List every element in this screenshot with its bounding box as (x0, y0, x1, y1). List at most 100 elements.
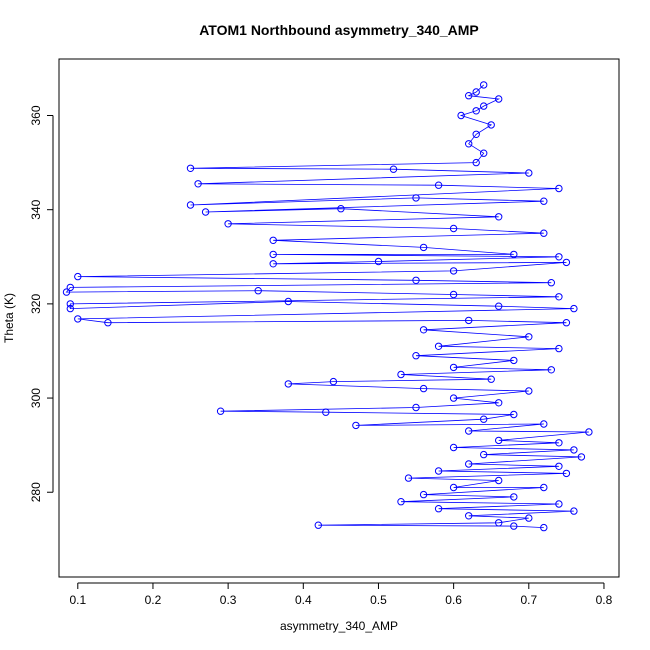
data-point (472, 88, 480, 96)
data-point (434, 505, 443, 513)
data-point (449, 443, 458, 452)
x-tick-label: 0.7 (520, 593, 537, 607)
x-tick-label: 0.5 (370, 593, 387, 607)
data-point (465, 460, 473, 468)
y-tick-label: 300 (29, 388, 43, 408)
x-axis-label: asymmetry_340_AMP (280, 619, 398, 633)
data-point (547, 366, 555, 374)
data-point (540, 197, 548, 205)
data-point (186, 164, 195, 173)
data-point (62, 288, 71, 296)
data-point (66, 304, 75, 313)
plot-frame (58, 58, 620, 578)
data-point (480, 450, 488, 459)
data-point (66, 283, 75, 292)
data-point (449, 290, 458, 299)
data-point (555, 500, 563, 508)
data-point (465, 512, 473, 520)
x-tick-label: 0.6 (445, 593, 462, 607)
data-point (269, 250, 277, 259)
data-point (562, 469, 571, 478)
data-point (465, 140, 473, 148)
data-layer (62, 81, 593, 532)
data-point (412, 276, 420, 284)
data-point (449, 224, 458, 233)
y-tick-label: 320 (29, 294, 43, 314)
chart-title: ATOM1 Northbound asymmetry_340_AMP (199, 22, 479, 38)
data-point (419, 384, 428, 393)
data-point (74, 272, 82, 281)
data-point (201, 208, 210, 216)
y-tick-label: 340 (29, 199, 43, 219)
data-point (314, 521, 322, 529)
data-point (495, 436, 503, 445)
data-point (540, 483, 548, 492)
data-point (555, 344, 563, 353)
data-point (404, 474, 413, 482)
data-point (540, 229, 548, 237)
data-point (457, 111, 465, 120)
x-axis: 0.1 0.2 0.3 0.4 0.5 0.6 0.7 0.8 (69, 582, 613, 607)
data-point (284, 380, 292, 388)
data-point (465, 316, 473, 325)
x-tick-label: 0.1 (69, 593, 86, 607)
data-point (449, 363, 458, 372)
y-tick-label: 280 (29, 482, 43, 502)
data-point (547, 279, 555, 287)
data-point (186, 201, 195, 209)
data-point (352, 421, 360, 430)
data-point (510, 493, 518, 501)
data-point (434, 342, 443, 350)
data-point (412, 403, 420, 412)
data-point (397, 498, 405, 506)
data-point (555, 439, 563, 447)
data-point (419, 326, 428, 334)
x-tick-label: 0.3 (220, 593, 237, 607)
data-point (495, 95, 503, 103)
data-point (465, 92, 473, 100)
data-point (555, 184, 563, 193)
data-point (66, 300, 75, 308)
data-point (562, 319, 571, 327)
x-tick-label: 0.4 (295, 593, 312, 607)
data-point (472, 107, 480, 115)
y-tick-label: 360 (29, 105, 43, 125)
data-point (194, 180, 202, 188)
data-point (540, 523, 548, 532)
data-point (495, 213, 503, 221)
data-point (449, 267, 458, 275)
data-point (525, 514, 533, 522)
data-point (495, 519, 503, 527)
data-point (510, 250, 518, 259)
data-point (480, 102, 488, 110)
data-point (419, 490, 428, 499)
data-point (224, 220, 232, 228)
data-point (577, 453, 586, 461)
data-point (495, 399, 503, 407)
data-point (472, 130, 480, 139)
data-point (465, 427, 473, 435)
data-point (510, 522, 518, 530)
data-point (495, 476, 503, 485)
data-point (495, 302, 503, 310)
data-point (419, 243, 428, 252)
data-point (74, 315, 82, 323)
data-point (449, 394, 458, 402)
data-point (570, 446, 578, 454)
data-point (540, 420, 548, 428)
data-point (412, 352, 420, 360)
data-point (254, 287, 262, 295)
data-point (284, 297, 292, 306)
data-point (434, 467, 443, 475)
data-point (487, 375, 495, 383)
data-point (397, 370, 405, 379)
data-point (585, 428, 593, 436)
y-axis-label: Theta (K) (2, 293, 16, 343)
data-point (555, 253, 563, 261)
data-point (525, 333, 533, 341)
data-point (374, 257, 383, 266)
data-point (510, 356, 518, 365)
series-line (65, 84, 589, 528)
data-point (269, 260, 277, 268)
